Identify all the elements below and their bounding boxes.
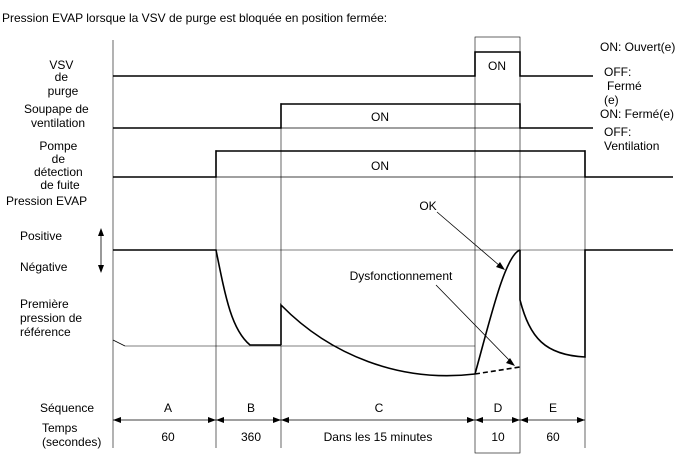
ok-leader-line [436,211,501,267]
sequence-arrow-heads [113,417,585,423]
pressure-curve-malfunction [474,366,521,375]
pressure-curve-phase-c [280,303,476,377]
diagram-title: Pression EVAP lorsque la VSV de purge es… [2,11,387,25]
malfunction-leader-line [435,284,511,362]
ok-arrow-icon [496,262,505,270]
vsv-signal [113,51,593,77]
malfunction-label: Dysfonctionnement [350,269,453,283]
vent-state-off: OFF: Ventilation [604,125,659,153]
vsv-label: VSV de purge [48,58,79,98]
sequence-step-b: B [247,401,255,415]
sequence-label: Séquence [40,401,94,415]
vent-label: Soupape de ventilation [24,102,92,130]
malfunction-arrow-icon [506,358,515,366]
vsv-state-off: OFF: Fermé (e) [604,65,645,107]
ok-label: OK [419,199,436,213]
positive-label: Positive [20,229,62,243]
time-step-a: 60 [161,430,175,444]
reference-label: Première pression de référence [20,297,85,339]
sequence-step-c: C [375,401,384,415]
negative-label: Négative [20,260,68,274]
pressure-label: Pression EVAP [6,194,87,208]
sequence-step-a: A [164,401,172,415]
vent-signal [113,103,593,129]
pressure-curve-initial [113,249,281,346]
double-arrow-icon [98,228,104,273]
vent-state-on: ON: Fermé(e) [600,107,674,121]
time-step-b: 360 [241,430,261,444]
pressure-curve-ok [474,249,521,375]
reference-leader-line [112,339,126,347]
sequence-step-d: D [494,401,503,415]
pump-signal [113,150,673,178]
time-step-c: Dans les 15 minutes [324,430,433,444]
vsv-state-on: ON: Ouvert(e) [600,40,675,54]
pressure-curve-phase-e [519,249,673,358]
vent-on-text: ON [371,110,389,124]
vsv-on-text: ON [488,59,506,73]
pump-label: Pompe de détection de fuite [34,139,86,192]
time-label: Temps (secondes) [42,421,101,449]
pump-on-text: ON [371,159,389,173]
time-step-d: 10 [491,430,505,444]
phase-d-box [474,36,521,454]
time-step-e: 60 [546,430,560,444]
sequence-step-e: E [549,401,557,415]
